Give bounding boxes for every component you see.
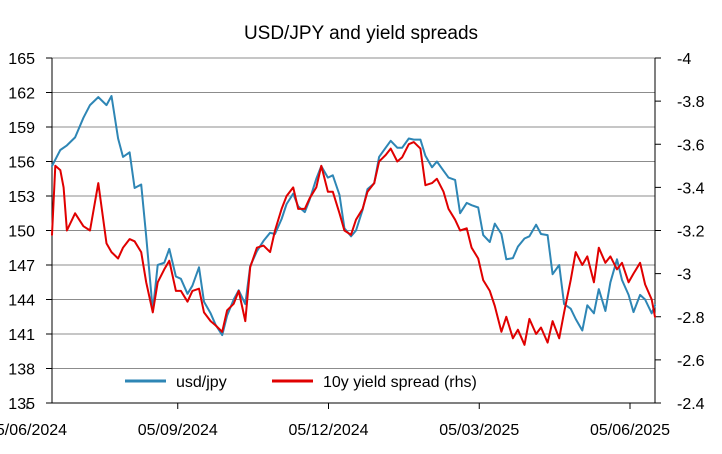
right-tick-label: -2.8 (677, 310, 705, 327)
left-tick-label: 138 (8, 362, 35, 379)
series-lines (51, 95, 656, 346)
left-tick-label: 150 (8, 224, 35, 241)
right-tick-label: -3.4 (677, 180, 705, 197)
left-tick-label: 159 (8, 120, 35, 137)
x-tick-label: 05/06/2024 (0, 422, 67, 439)
left-tick-label: 156 (8, 155, 35, 172)
right-tick-label: -3.6 (677, 137, 705, 154)
right-tick-label: -4 (677, 51, 691, 68)
series-line-yield-spread (51, 141, 656, 346)
left-axis-ticks: 135 138 141 144 147 150 153 156 159 162 165 (8, 51, 52, 413)
left-tick-label: 144 (8, 293, 35, 310)
left-tick-label: 153 (8, 189, 35, 206)
right-axis-ticks: -4 -3.8 -3.6 -3.4 -3.2 -3 -2.8 -2.6 -2.4 (655, 51, 705, 413)
legend: usd/jpy 10y yield spread (rhs) (125, 374, 477, 391)
right-tick-label: -3.2 (677, 224, 705, 241)
legend-label-yield-spread: 10y yield spread (rhs) (323, 374, 477, 391)
x-axis-ticks: 05/06/2024 05/09/2024 05/12/2024 05/03/2025… (0, 403, 670, 439)
x-tick-label: 05/03/2025 (439, 422, 519, 439)
x-tick-label: 05/12/2024 (288, 422, 368, 439)
left-tick-label: 135 (8, 396, 35, 413)
right-tick-label: -3 (677, 267, 691, 284)
left-tick-label: 165 (8, 51, 35, 68)
legend-label-usdjpy: usd/jpy (176, 374, 227, 391)
chart-title: USD/JPY and yield spreads (244, 23, 478, 44)
right-tick-label: -3.8 (677, 94, 705, 111)
x-tick-label: 05/06/2025 (590, 422, 670, 439)
left-tick-label: 147 (8, 258, 35, 275)
x-tick-label: 05/09/2024 (138, 422, 218, 439)
right-tick-label: -2.6 (677, 353, 705, 370)
right-tick-label: -2.4 (677, 396, 705, 413)
left-tick-label: 162 (8, 86, 35, 103)
left-tick-label: 141 (8, 327, 35, 344)
